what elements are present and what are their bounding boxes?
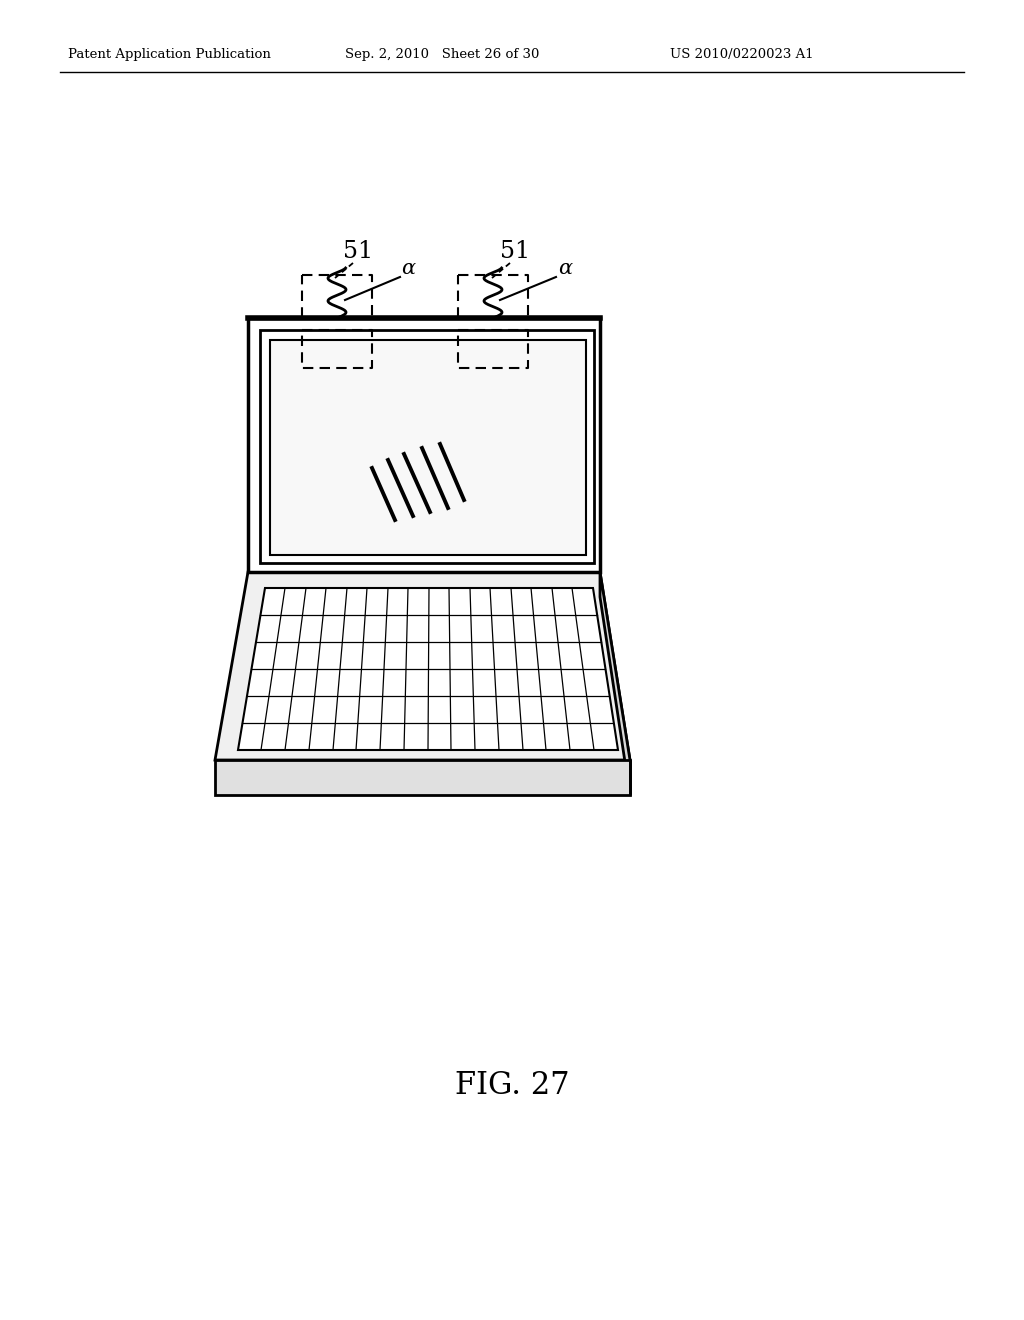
Text: 51: 51 xyxy=(500,240,530,264)
Text: α: α xyxy=(401,259,415,277)
Polygon shape xyxy=(270,341,586,554)
Polygon shape xyxy=(238,587,618,750)
Polygon shape xyxy=(215,572,630,760)
Text: Sep. 2, 2010   Sheet 26 of 30: Sep. 2, 2010 Sheet 26 of 30 xyxy=(345,48,540,61)
Polygon shape xyxy=(600,572,630,795)
Text: α: α xyxy=(558,259,572,277)
Polygon shape xyxy=(260,330,594,564)
Text: Patent Application Publication: Patent Application Publication xyxy=(68,48,271,61)
Polygon shape xyxy=(215,760,630,795)
Polygon shape xyxy=(248,318,600,572)
Text: US 2010/0220023 A1: US 2010/0220023 A1 xyxy=(670,48,814,61)
Text: FIG. 27: FIG. 27 xyxy=(455,1069,569,1101)
Text: 51: 51 xyxy=(343,240,373,264)
